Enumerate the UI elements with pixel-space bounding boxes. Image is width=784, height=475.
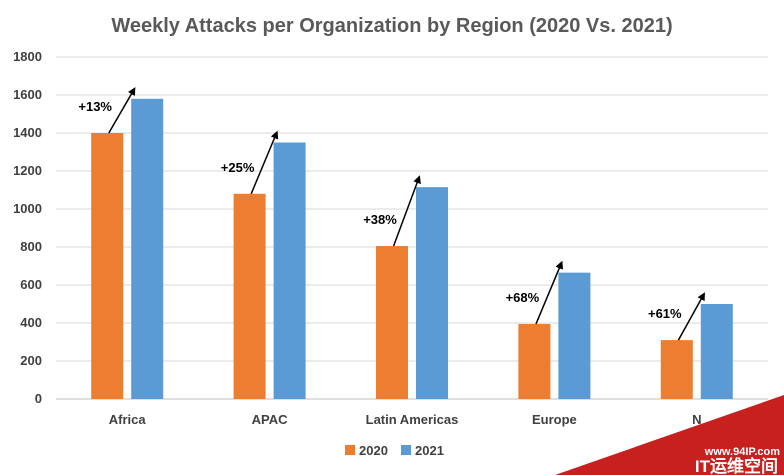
- bar-2020-africa: [91, 133, 124, 399]
- legend-label: 2020: [359, 443, 388, 458]
- change-annotation: +68%: [506, 290, 540, 305]
- change-annotation: +25%: [221, 160, 255, 175]
- bar-2020-apac: [233, 193, 266, 399]
- change-annotation: +61%: [648, 306, 682, 321]
- x-tick-label: Latin Americas: [366, 412, 459, 427]
- y-tick-label: 200: [20, 353, 42, 368]
- legend-swatch: [401, 445, 411, 455]
- bar-2020-europe: [518, 323, 551, 399]
- change-arrow: [250, 130, 279, 195]
- y-tick-label: 1400: [13, 125, 42, 140]
- bar-2021-europe: [558, 272, 591, 399]
- change-arrow: [108, 87, 136, 134]
- y-tick-label: 1200: [13, 163, 42, 178]
- x-axis-ticks: Africa APAC Latin Americas Europe N: [109, 412, 702, 427]
- change-annotation: +38%: [363, 212, 397, 227]
- change-annotation: +13%: [78, 99, 112, 114]
- y-tick-label: 800: [20, 239, 42, 254]
- change-arrow: [392, 175, 421, 247]
- x-tick-label: Africa: [109, 412, 147, 427]
- y-axis-ticks: 0 200 400 600 800 1000 1200 1400 1600 1800: [13, 49, 42, 406]
- bar-2021-latin-americas: [416, 187, 448, 399]
- x-tick-label: N: [692, 412, 701, 427]
- y-tick-label: 1000: [13, 201, 42, 216]
- change-arrow: [677, 292, 705, 341]
- legend-swatch: [345, 445, 355, 455]
- bar-2020-latin-americas: [376, 246, 408, 399]
- bar-2021-africa: [131, 98, 164, 400]
- annotations: +13% +25% +38% +68% +61%: [78, 87, 705, 341]
- legend-label: 2021: [415, 443, 444, 458]
- y-tick-label: 1800: [13, 49, 42, 64]
- bar-2021-n: [700, 304, 733, 399]
- change-arrow: [535, 260, 563, 325]
- x-tick-label: Europe: [532, 412, 577, 427]
- x-tick-label: APAC: [252, 412, 288, 427]
- bars: [91, 98, 733, 400]
- y-tick-label: 1600: [13, 87, 42, 102]
- chart-title: Weekly Attacks per Organization by Regio…: [111, 15, 672, 37]
- y-tick-label: 600: [20, 277, 42, 292]
- watermark-url: www.94IP.com: [704, 446, 780, 458]
- bar-2021-apac: [273, 142, 306, 399]
- legend: 2020 2021: [345, 443, 444, 458]
- y-tick-label: 0: [35, 391, 42, 406]
- watermark: www.94IP.com IT运维空间: [555, 395, 784, 475]
- watermark-brand: IT运维空间: [695, 456, 778, 475]
- watermark-banner: [555, 395, 784, 475]
- bar-2020-n: [660, 340, 693, 399]
- gridlines: [56, 56, 768, 400]
- y-tick-label: 400: [20, 315, 42, 330]
